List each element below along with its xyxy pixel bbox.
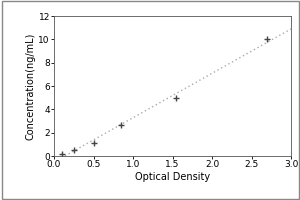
X-axis label: Optical Density: Optical Density [135,172,210,182]
Y-axis label: Concentration(ng/mL): Concentration(ng/mL) [26,32,36,140]
